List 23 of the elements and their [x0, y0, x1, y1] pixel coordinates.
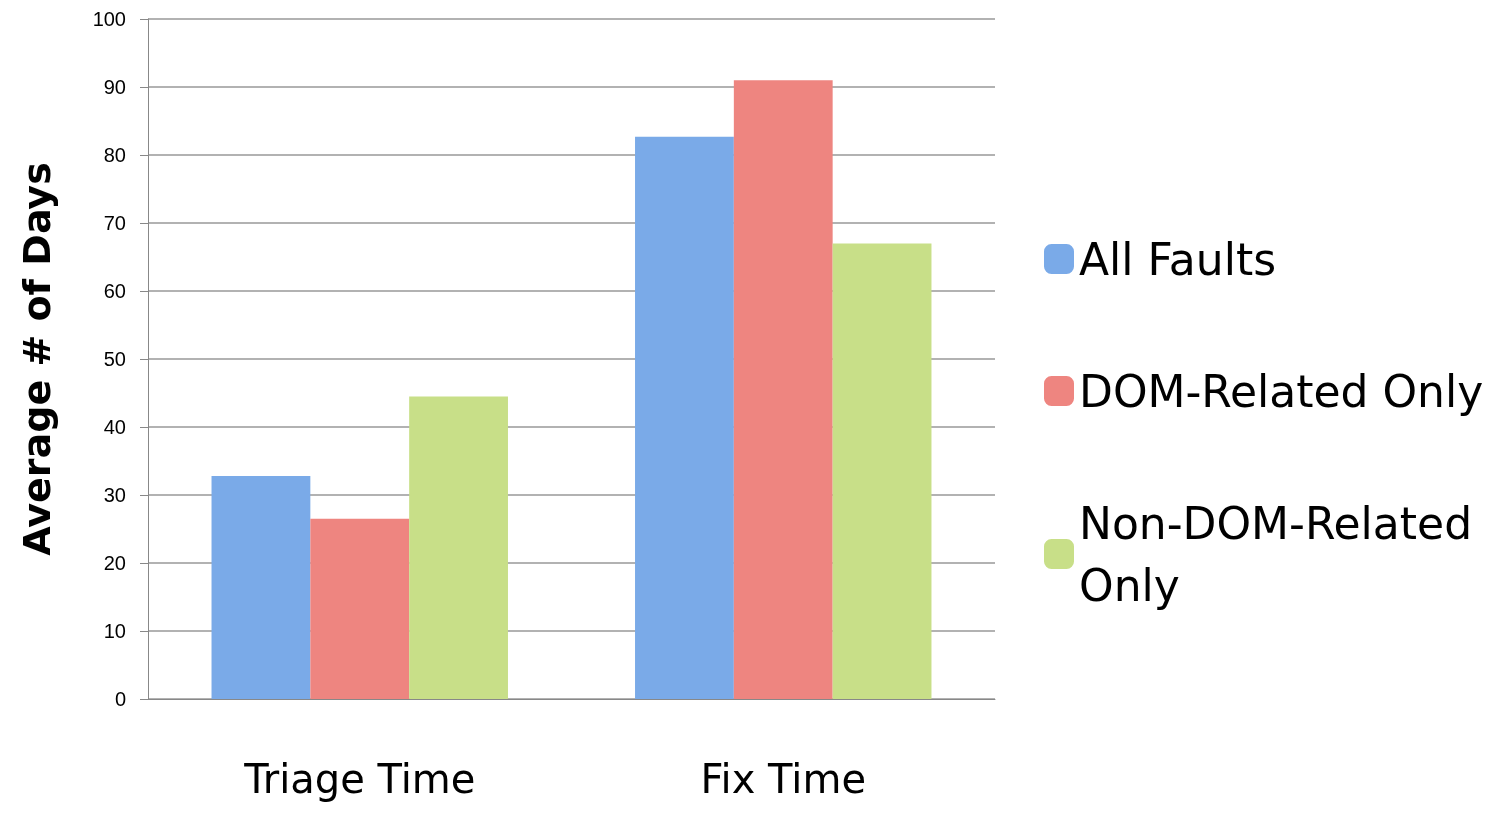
bar — [409, 396, 508, 699]
y-tick-label: 60 — [103, 280, 126, 302]
y-tick-label: 100 — [92, 8, 126, 30]
y-tick-label: 0 — [114, 688, 126, 710]
y-tick-label: 20 — [103, 552, 126, 574]
y-tick-label: 70 — [103, 212, 126, 234]
bar — [211, 475, 311, 699]
y-axis-title: Average # of Days — [15, 162, 59, 556]
y-tick-label: 40 — [103, 416, 126, 438]
y-tick-label: 10 — [103, 620, 126, 642]
y-tick-label: 80 — [103, 144, 126, 166]
y-tick-label: 50 — [103, 348, 126, 370]
bar — [310, 518, 410, 699]
y-tick-label: 30 — [103, 484, 126, 506]
x-tick-label: Triage Time — [243, 756, 476, 802]
legend-label: All Faults — [1079, 233, 1277, 285]
y-tick-label: 90 — [103, 76, 126, 98]
legend-label: DOM-Related Only — [1079, 365, 1484, 417]
bar — [733, 80, 833, 699]
legend-label: Non-DOM-Related Only — [1079, 497, 1487, 611]
bar — [635, 136, 734, 699]
x-tick-label: Fix Time — [700, 756, 866, 802]
bar — [832, 243, 932, 699]
